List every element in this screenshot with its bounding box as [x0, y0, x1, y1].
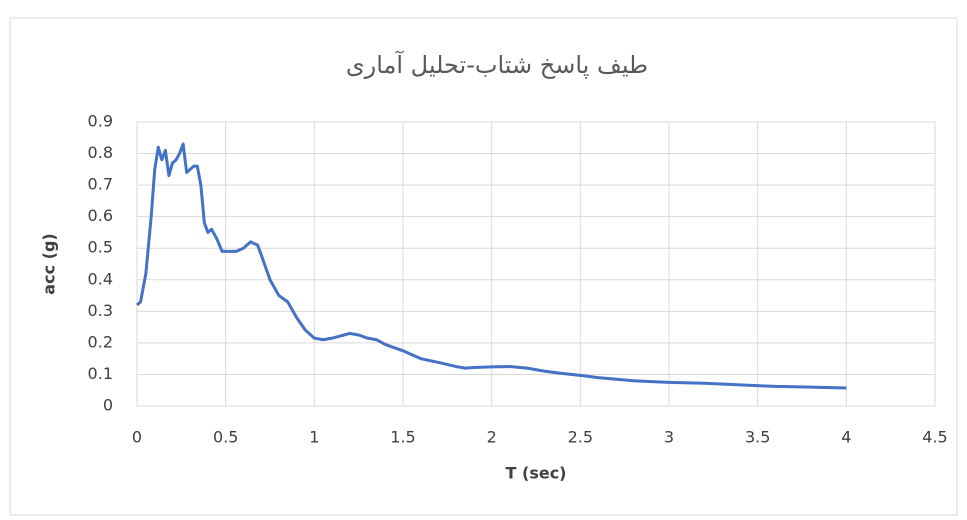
y-tick-label: 0.7 [88, 175, 113, 194]
y-tick-label: 0.2 [88, 332, 113, 351]
y-tick-label: 0.8 [88, 143, 113, 162]
y-tick-label: 0.5 [88, 238, 113, 257]
x-tick-label: 3.5 [745, 428, 770, 447]
chart-title: طیف پاسخ شتاب-تحلیل آماری [346, 50, 648, 79]
y-tick-label: 0.9 [88, 112, 113, 131]
x-tick-label: 1.5 [390, 428, 415, 447]
x-tick-label: 0 [132, 428, 142, 447]
chart-frame [9, 17, 958, 516]
x-tick-label: 2 [487, 428, 497, 447]
y-axis-title: acc (g) [40, 233, 59, 294]
y-tick-label: 0.6 [88, 206, 113, 225]
y-tick-label: 0.1 [88, 364, 113, 383]
x-axis-title: T (sec) [506, 464, 567, 483]
x-tick-label: 1 [309, 428, 319, 447]
x-tick-label: 0.5 [213, 428, 238, 447]
x-tick-label: 4 [841, 428, 851, 447]
data-line [136, 142, 847, 390]
x-tick-label: 3 [664, 428, 674, 447]
x-tick-label: 2.5 [568, 428, 593, 447]
y-tick-label: 0.4 [88, 269, 113, 288]
y-tick-label: 0 [103, 396, 113, 415]
x-tick-label: 4.5 [922, 428, 947, 447]
y-tick-label: 0.3 [88, 301, 113, 320]
